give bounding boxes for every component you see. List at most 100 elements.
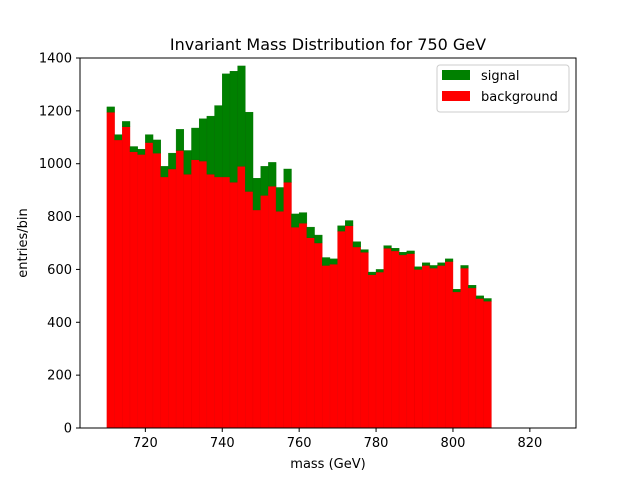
legend-swatch-signal [442, 70, 470, 80]
bar-background [206, 174, 215, 429]
bar-signal [145, 134, 154, 143]
bar-signal [475, 295, 484, 299]
bar-background [245, 191, 254, 429]
bar-background [145, 142, 154, 429]
y-tick-label: 0 [64, 422, 72, 437]
x-tick-label: 720 [133, 436, 158, 451]
bar-signal [375, 269, 384, 273]
bar-signal [398, 252, 408, 256]
bar-signal [137, 148, 146, 155]
bar-signal [268, 162, 277, 187]
bar-signal [222, 73, 231, 178]
bar-background [198, 160, 208, 429]
bar-signal [275, 187, 284, 212]
legend: signal background [436, 64, 570, 113]
legend-swatch-background [442, 91, 470, 101]
bar-background [175, 150, 185, 429]
bar-background [337, 230, 346, 429]
x-axis: 720 740 760 780 800 820 [133, 428, 542, 451]
x-tick-label: 800 [441, 436, 466, 451]
bar-background [422, 265, 431, 429]
bar-background [214, 176, 223, 429]
bar-signal [314, 234, 323, 244]
bar-background [260, 195, 269, 429]
bar-background [360, 252, 369, 429]
bar-signal [152, 139, 161, 154]
y-tick-label: 600 [47, 263, 72, 278]
bars [106, 65, 492, 429]
plot-area [79, 57, 577, 429]
bar-signal [183, 150, 192, 175]
bar-background [168, 168, 177, 429]
bar-background [268, 185, 277, 429]
bar-background [429, 267, 438, 429]
bar-signal [422, 262, 431, 266]
bar-signal [291, 213, 300, 228]
bar-background [398, 254, 408, 429]
bar-signal [452, 289, 461, 293]
bar-background [314, 242, 323, 429]
bar-signal [245, 111, 254, 192]
bar-background [483, 300, 492, 429]
y-tick-label: 400 [47, 316, 72, 331]
bar-background [468, 287, 477, 429]
bar-background [437, 265, 446, 429]
bar-signal [468, 285, 477, 289]
y-tick-label: 200 [47, 369, 72, 384]
y-axis-label: entries/bin [16, 208, 31, 278]
bar-background [183, 174, 192, 429]
bar-background [191, 159, 200, 429]
bar-background [275, 211, 284, 429]
bar-signal [214, 105, 223, 178]
bar-background [283, 182, 292, 429]
bar-signal [206, 115, 215, 175]
bar-background [229, 182, 238, 429]
bar-background [383, 248, 392, 429]
bar-signal [406, 250, 415, 254]
bar-signal [168, 152, 177, 170]
y-tick-label: 1000 [39, 157, 72, 172]
bar-background [460, 267, 469, 429]
bar-signal [429, 265, 438, 269]
bar-signal [283, 168, 292, 183]
bar-signal [229, 71, 238, 183]
y-tick-label: 800 [47, 210, 72, 225]
bar-signal [252, 178, 261, 211]
bar-background [414, 269, 423, 429]
bar-background [368, 274, 377, 429]
bar-background [391, 250, 400, 429]
bar-background [122, 126, 131, 429]
legend-label-background: background [481, 90, 558, 105]
bar-background [306, 237, 315, 429]
bar-signal [191, 127, 200, 160]
bar-signal [483, 298, 492, 302]
y-tick-label: 1400 [39, 52, 72, 67]
bar-background [137, 154, 146, 429]
bar-signal [129, 146, 138, 153]
bar-signal [114, 134, 123, 141]
x-tick-label: 780 [364, 436, 389, 451]
bar-signal [175, 129, 185, 151]
bar-background [222, 176, 231, 429]
bar-background [152, 152, 161, 429]
x-tick-label: 820 [517, 436, 542, 451]
axes-frame [79, 57, 577, 429]
bar-signal [360, 249, 369, 253]
bar-background [298, 222, 308, 429]
bar-signal [160, 166, 169, 178]
bar-background [291, 226, 300, 429]
bar-background [114, 139, 123, 429]
bar-signal [260, 166, 269, 196]
bar-signal [198, 118, 208, 162]
bar-background [129, 151, 138, 429]
bar-signal [437, 262, 446, 266]
bar-background [452, 291, 461, 429]
bar-signal [383, 245, 392, 249]
bar-signal [298, 212, 308, 224]
bar-signal [391, 248, 400, 252]
x-tick-label: 740 [210, 436, 235, 451]
bar-signal [445, 258, 454, 262]
y-tick-label: 1200 [39, 104, 72, 119]
bar-background [329, 263, 338, 429]
